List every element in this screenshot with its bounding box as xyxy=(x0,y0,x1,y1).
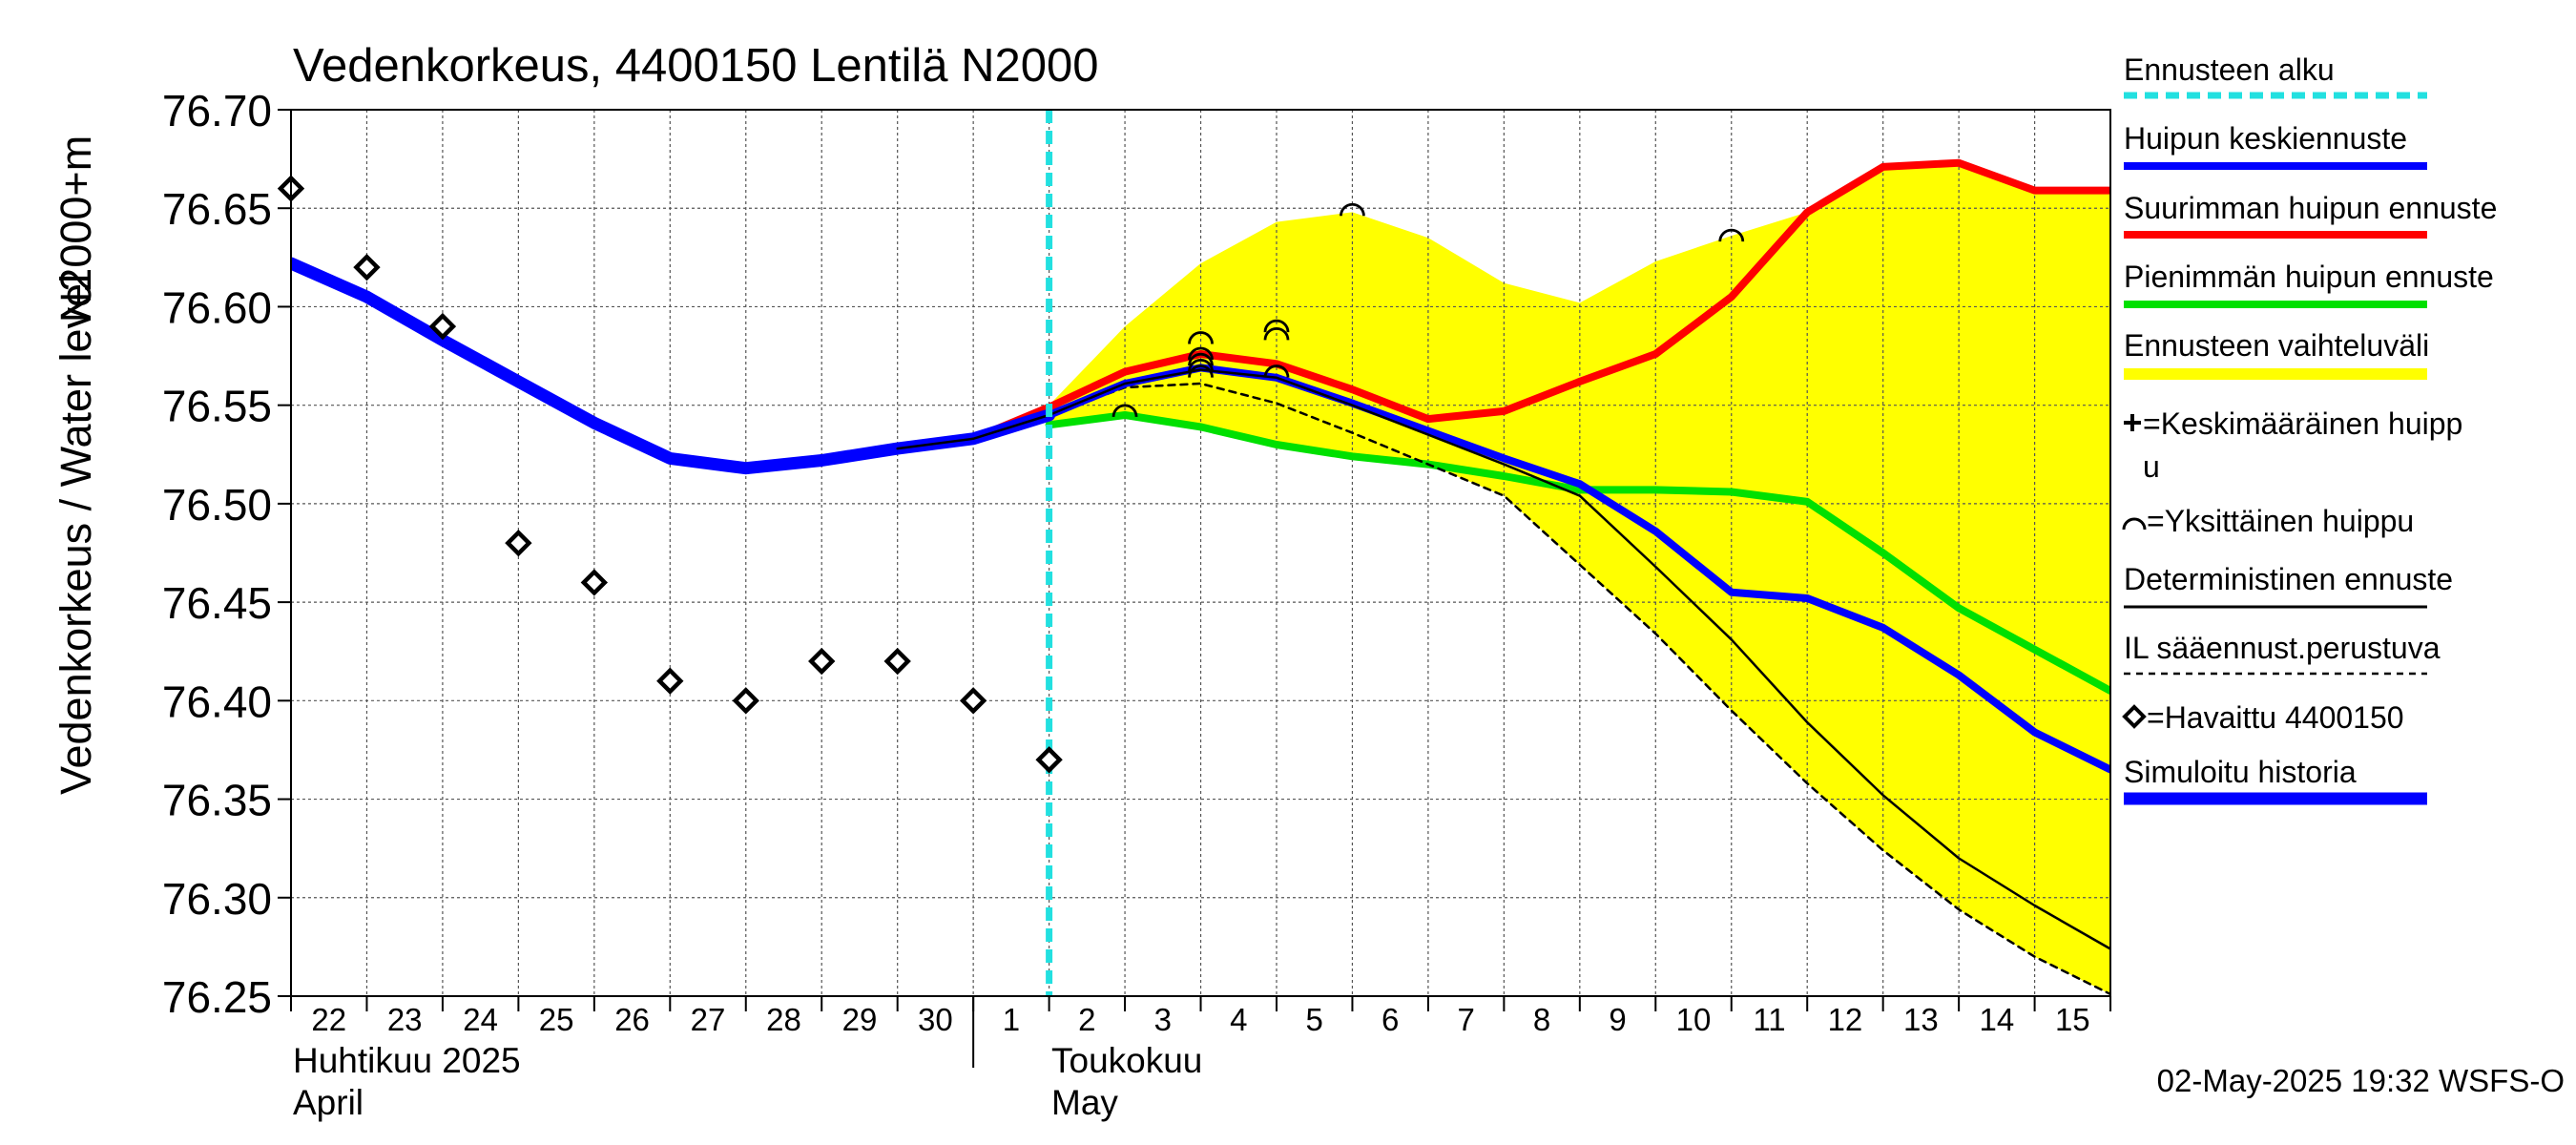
legend-label: Huipun keskiennuste xyxy=(2124,121,2407,156)
y-tick-label: 76.35 xyxy=(162,776,272,825)
mean-peak-forecast-line xyxy=(1045,364,2110,774)
range-layer xyxy=(1049,162,2110,994)
x-tick-label: 10 xyxy=(1676,1002,1712,1037)
x-tick-label: 29 xyxy=(842,1002,878,1037)
x-tick-label: 22 xyxy=(311,1002,346,1037)
y-axis-unit: N2000+m xyxy=(52,135,100,323)
x-tick-label: 14 xyxy=(1980,1002,2015,1037)
deterministic-forecast-line xyxy=(896,368,2110,950)
x-tick-label: 9 xyxy=(1609,1002,1626,1037)
legend-label: =Yksittäinen huippu xyxy=(2147,504,2414,538)
y-tick-label: 76.45 xyxy=(162,578,272,628)
observed-point xyxy=(505,529,532,557)
y-tick-label: 76.55 xyxy=(162,382,272,431)
y-tick-label: 76.60 xyxy=(162,282,272,332)
single-peak-point xyxy=(1188,352,1214,366)
single-peak-point xyxy=(1111,404,1138,417)
x-tick-label: 6 xyxy=(1381,1002,1399,1037)
y-tick-label: 76.25 xyxy=(162,972,272,1022)
observed-point xyxy=(1035,746,1063,774)
x-tick-label: 27 xyxy=(691,1002,726,1037)
single-peak-point xyxy=(1188,331,1214,344)
month-label-april-fi: Huhtikuu 2025 xyxy=(293,1041,521,1080)
weather-forecast-based-line xyxy=(1048,382,2110,996)
max-peak-forecast-line xyxy=(969,158,2110,443)
legend-label-continued: u xyxy=(2143,449,2160,484)
observed-point xyxy=(808,647,836,676)
x-tick-label: 1 xyxy=(1003,1002,1020,1037)
x-tick-label: 3 xyxy=(1154,1002,1172,1037)
lines-layer xyxy=(291,110,2110,996)
y-tick-label: 76.40 xyxy=(162,677,272,726)
x-axis: 22 23 24 25 26 27 28 29 30 1 2 3 4 5 6 7 8 9 10 11 12 13 14 15 xyxy=(290,996,2112,1068)
grid-layer xyxy=(291,110,2110,996)
x-tick-label: 23 xyxy=(387,1002,423,1037)
legend-diamond-icon xyxy=(2122,704,2147,729)
observed-point xyxy=(656,667,684,695)
legend: Ennusteen alku Huipun keskiennuste Suurimm… xyxy=(2122,52,2497,805)
x-tick-label: 2 xyxy=(1078,1002,1095,1037)
single-peak-point xyxy=(1263,326,1290,341)
single-peak-point xyxy=(1188,358,1214,372)
legend-plus-icon xyxy=(2124,414,2141,431)
observed-point xyxy=(353,253,381,281)
x-tick-label: 8 xyxy=(1533,1002,1550,1037)
observed-point xyxy=(580,569,609,596)
y-tick-label: 76.50 xyxy=(162,480,272,530)
single-peak-point xyxy=(1188,346,1214,361)
single-peak-point xyxy=(1188,364,1214,378)
x-tick-label: 12 xyxy=(1828,1002,1863,1037)
min-peak-forecast-line xyxy=(1045,411,2110,695)
x-tick-label: 28 xyxy=(766,1002,801,1037)
x-tick-label: 15 xyxy=(2055,1002,2090,1037)
x-tick-label: 30 xyxy=(918,1002,953,1037)
legend-label: IL sääennust.perustuva xyxy=(2124,631,2441,665)
single-peak-point xyxy=(1263,364,1290,378)
single-peak-point xyxy=(1263,319,1290,333)
x-tick-label: 11 xyxy=(1753,1002,1785,1037)
x-tick-label: 26 xyxy=(614,1002,650,1037)
legend-arc-icon xyxy=(2122,517,2147,531)
x-tick-label: 7 xyxy=(1457,1002,1474,1037)
y-tick-label: 76.65 xyxy=(162,184,272,234)
y-axis-label: Vedenkorkeus / Water level xyxy=(52,274,100,795)
observed-point xyxy=(428,312,457,341)
observed-point xyxy=(959,687,987,715)
observed-point xyxy=(883,647,911,676)
legend-label: Ennusteen vaihteluväli xyxy=(2124,328,2429,363)
single-peak-point xyxy=(1718,228,1745,242)
legend-label: Simuloitu historia xyxy=(2124,755,2357,789)
month-label-may-fi: Toukokuu xyxy=(1051,1041,1202,1080)
x-tick-label: 25 xyxy=(539,1002,574,1037)
legend-label: Suurimman huipun ennuste xyxy=(2124,191,2497,225)
y-axis: 76.70 76.65 76.60 76.55 76.50 76.45 76.40 76.35… xyxy=(162,86,291,1022)
legend-label: Pienimmän huipun ennuste xyxy=(2124,260,2494,294)
legend-label: Deterministinen ennuste xyxy=(2124,562,2453,596)
month-label-april-en: April xyxy=(293,1083,364,1122)
legend-label: =Keskimääräinen huipp xyxy=(2143,406,2462,441)
forecast-range-band xyxy=(1049,162,2110,994)
single-peak-point xyxy=(1340,202,1365,217)
y-tick-label: 76.30 xyxy=(162,874,272,924)
x-tick-label: 13 xyxy=(1903,1002,1939,1037)
x-tick-label: 24 xyxy=(463,1002,498,1037)
y-tick-label: 76.70 xyxy=(162,86,272,135)
observed-point xyxy=(732,687,759,715)
chart-title: Vedenkorkeus, 4400150 Lentilä N2000 xyxy=(293,40,1099,92)
timestamp: 02-May-2025 19:32 WSFS-O xyxy=(2157,1063,2565,1098)
legend-label: Ennusteen alku xyxy=(2124,52,2335,87)
legend-label: =Havaittu 4400150 xyxy=(2147,700,2404,735)
x-tick-label: 4 xyxy=(1230,1002,1247,1037)
month-label-may-en: May xyxy=(1051,1083,1118,1122)
x-tick-label: 5 xyxy=(1306,1002,1323,1037)
